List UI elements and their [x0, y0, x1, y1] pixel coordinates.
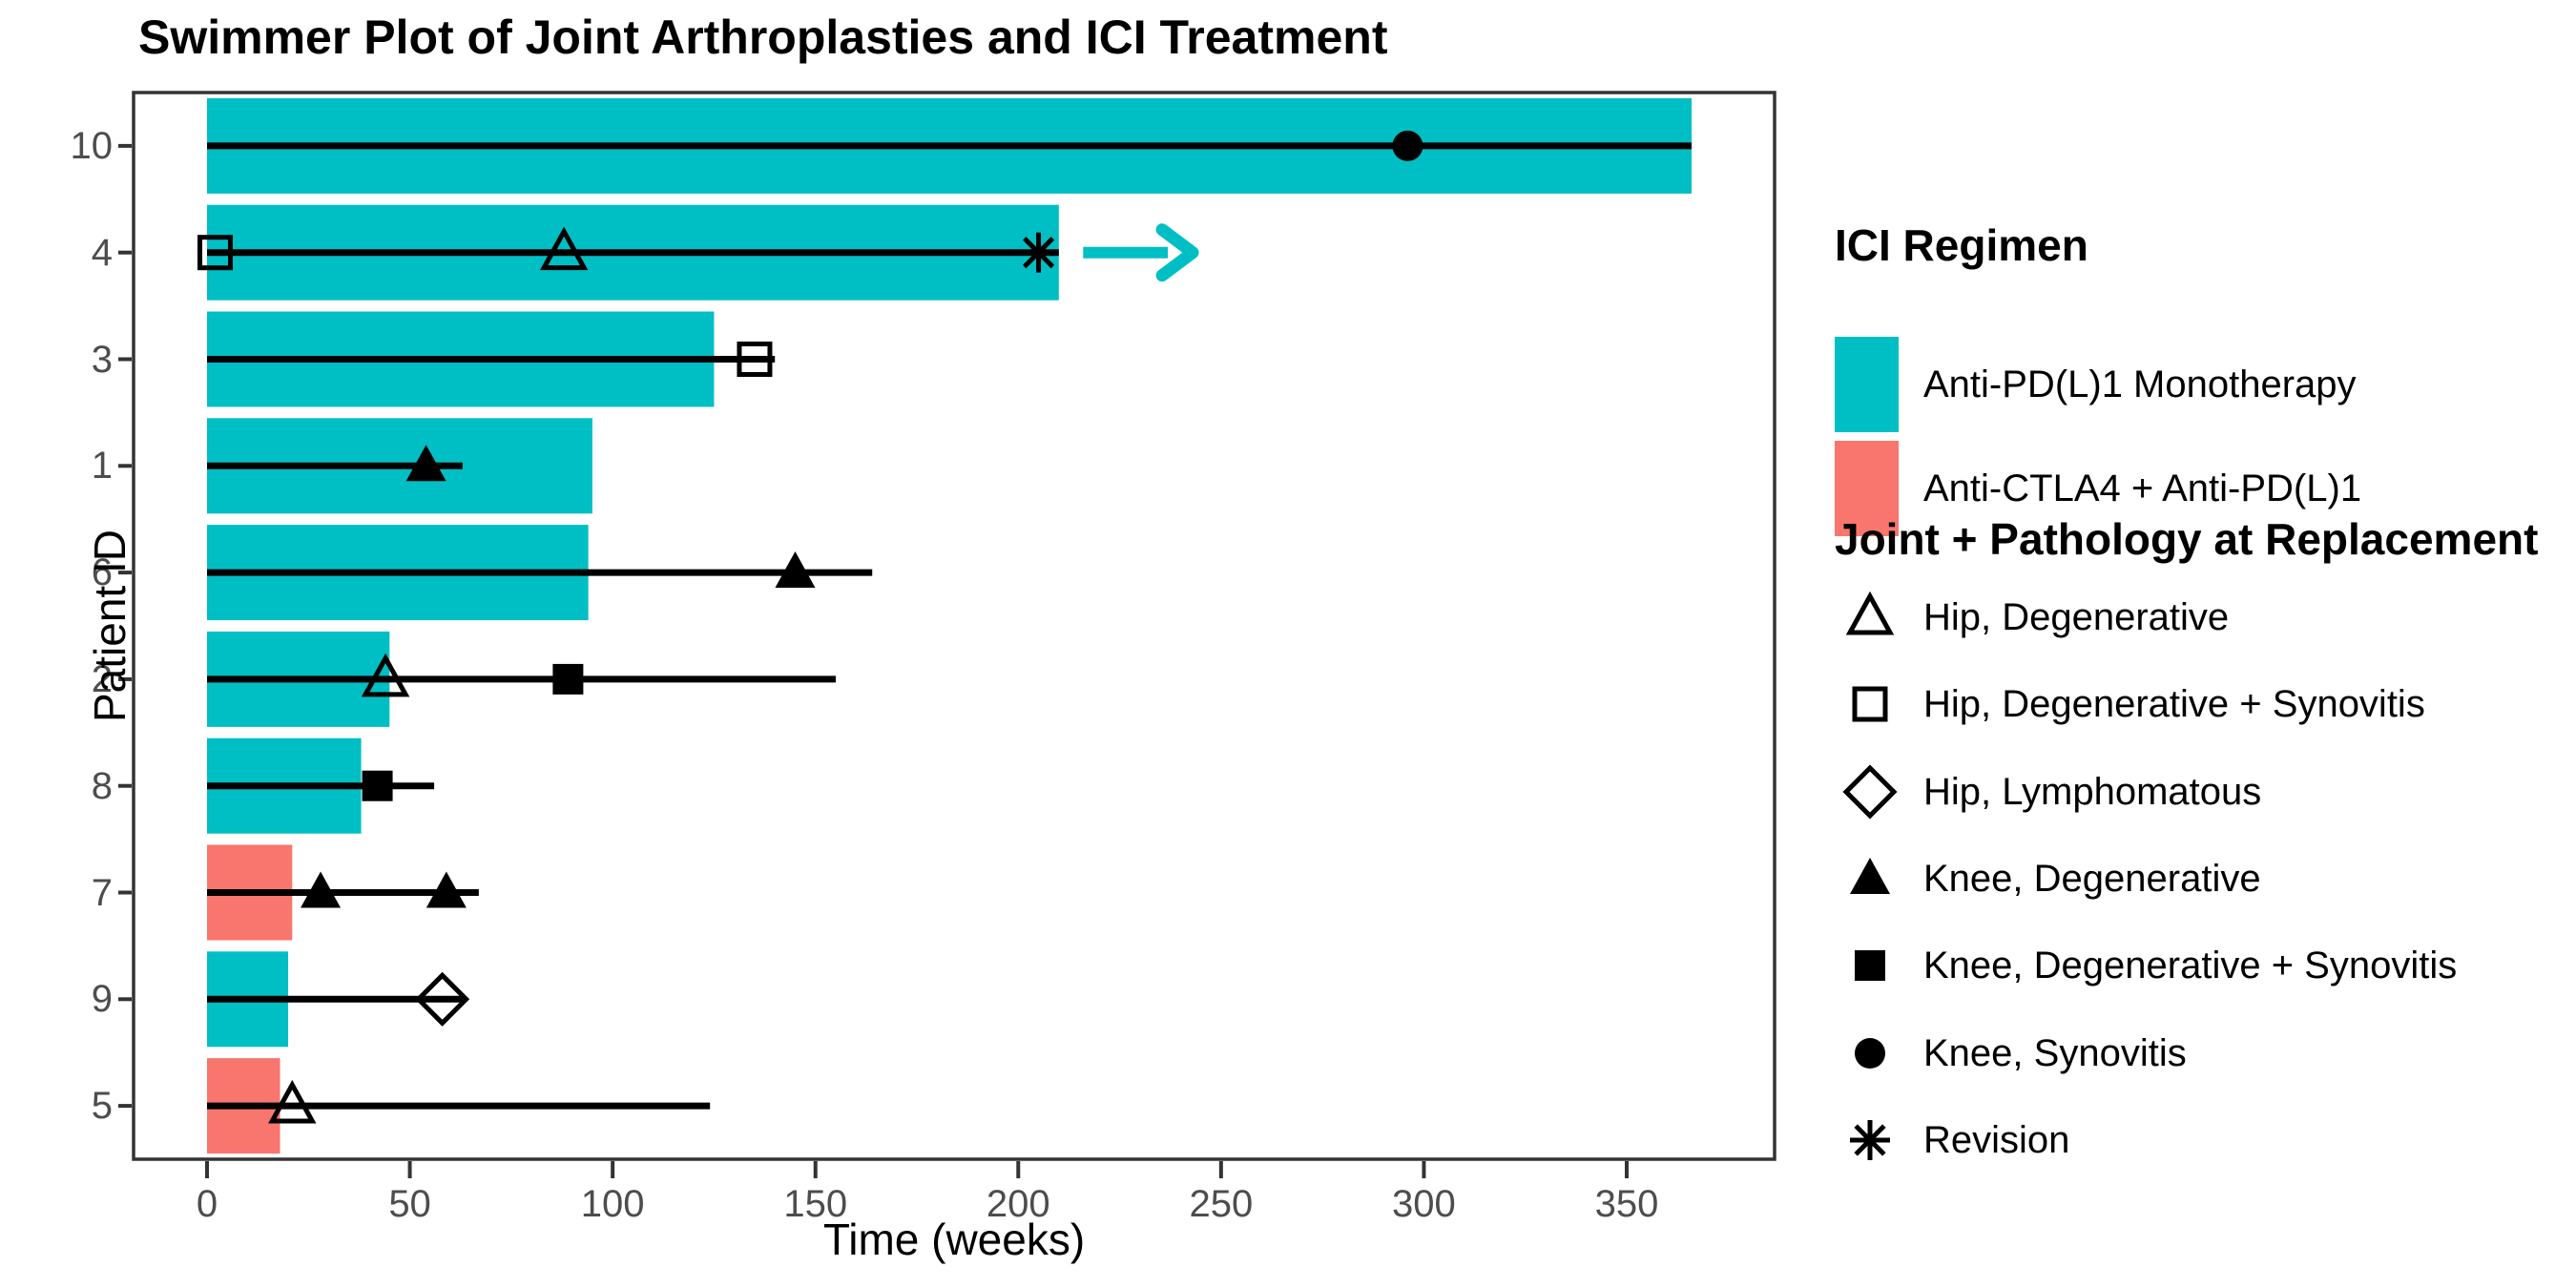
- legend-joint-title: Joint + Pathology at Replacement: [1835, 514, 2539, 564]
- legend-label-diamond-open: Hip, Lymphomatous: [1923, 770, 2262, 813]
- y-tick-label-patient-10: 10: [70, 124, 114, 167]
- asterisk-ray: [1022, 237, 1055, 269]
- panel-border: [132, 91, 1776, 1161]
- marker-triangle-filled: [426, 871, 467, 908]
- marker-diamond-open: [415, 971, 470, 1027]
- y-tick-label-patient-8: 8: [91, 764, 113, 807]
- legend-label-square-filled: Knee, Degenerative + Synovitis: [1923, 945, 2458, 987]
- y-tick-label-patient-3: 3: [91, 338, 113, 381]
- asterisk-ray: [1854, 1124, 1886, 1156]
- marker-square-filled: [362, 770, 393, 801]
- chart-title: Swimmer Plot of Joint Arthroplasties and…: [138, 10, 1388, 64]
- y-tick-label-patient-4: 4: [91, 231, 113, 274]
- legend-label-triangle-filled: Knee, Degenerative: [1923, 857, 2261, 900]
- square-open-icon: [1852, 686, 1888, 722]
- marker-triangle-filled: [775, 551, 816, 589]
- y-tick-label-patient-9: 9: [91, 978, 113, 1021]
- square-filled-icon: [1855, 950, 1885, 982]
- marker-square-open: [197, 235, 234, 271]
- x-tick-label: 200: [986, 1183, 1050, 1225]
- y-tick-label-patient-2: 2: [91, 657, 113, 700]
- marker-square-filled: [552, 663, 584, 695]
- legend-swatch-ctla4_pd: [1835, 441, 1899, 536]
- marker-triangle-open: [268, 1079, 317, 1124]
- x-tick-label: 300: [1392, 1183, 1456, 1225]
- ongoing-arrow-head: [1155, 223, 1199, 282]
- marker-triangle-filled: [301, 871, 342, 908]
- marker-triangle-filled: [405, 445, 447, 482]
- triangle-filled-icon: [1850, 857, 1890, 894]
- x-tick-label: 350: [1594, 1183, 1659, 1225]
- asterisk-icon: [1850, 1119, 1890, 1160]
- x-tick-label: 250: [1189, 1183, 1254, 1225]
- marker-square-open: [1852, 686, 1888, 722]
- x-tick-label: 100: [580, 1183, 645, 1225]
- x-tick-label: 150: [783, 1183, 848, 1225]
- marker-triangle-open: [1845, 591, 1895, 635]
- y-axis-title: Patient ID: [85, 530, 135, 722]
- marker-circle-filled: [1855, 1037, 1885, 1069]
- y-tick-label-patient-1: 1: [91, 445, 113, 488]
- marker-square-open: [737, 342, 773, 377]
- legend-swatch-anti_pd: [1835, 337, 1899, 432]
- marker-square-filled: [1855, 950, 1885, 982]
- y-tick-label-patient-5: 5: [91, 1085, 113, 1128]
- circle-filled-icon: [1855, 1037, 1885, 1069]
- marker-triangle-open: [539, 226, 589, 271]
- marker-circle-filled: [1392, 130, 1423, 161]
- diamond-open-icon: [1842, 764, 1898, 820]
- legend-label-anti_pd: Anti-PD(L)1 Monotherapy: [1923, 364, 2357, 405]
- marker-diamond-open: [1842, 764, 1898, 820]
- y-tick-label-patient-7: 7: [91, 871, 113, 914]
- y-tick-label-patient-6: 6: [91, 551, 113, 594]
- legend-label-ctla4_pd: Anti-CTLA4 + Anti-PD(L)1: [1923, 467, 2362, 509]
- x-tick-label: 0: [196, 1183, 218, 1225]
- x-tick-label: 50: [388, 1183, 431, 1225]
- legend-regimen-title: ICI Regimen: [1835, 220, 2088, 270]
- marker-triangle-open: [361, 653, 410, 697]
- legend-label-asterisk: Revision: [1923, 1118, 2070, 1161]
- legend-label-square-open: Hip, Degenerative + Synovitis: [1923, 683, 2425, 726]
- legend-label-triangle-open: Hip, Degenerative: [1923, 596, 2230, 638]
- legend-label-circle-filled: Knee, Synovitis: [1923, 1031, 2187, 1074]
- marker-asterisk: [1018, 232, 1059, 273]
- marker-triangle-filled: [1850, 857, 1890, 894]
- x-axis-title: Time (weeks): [822, 1215, 1086, 1264]
- triangle-open-icon: [1845, 591, 1895, 635]
